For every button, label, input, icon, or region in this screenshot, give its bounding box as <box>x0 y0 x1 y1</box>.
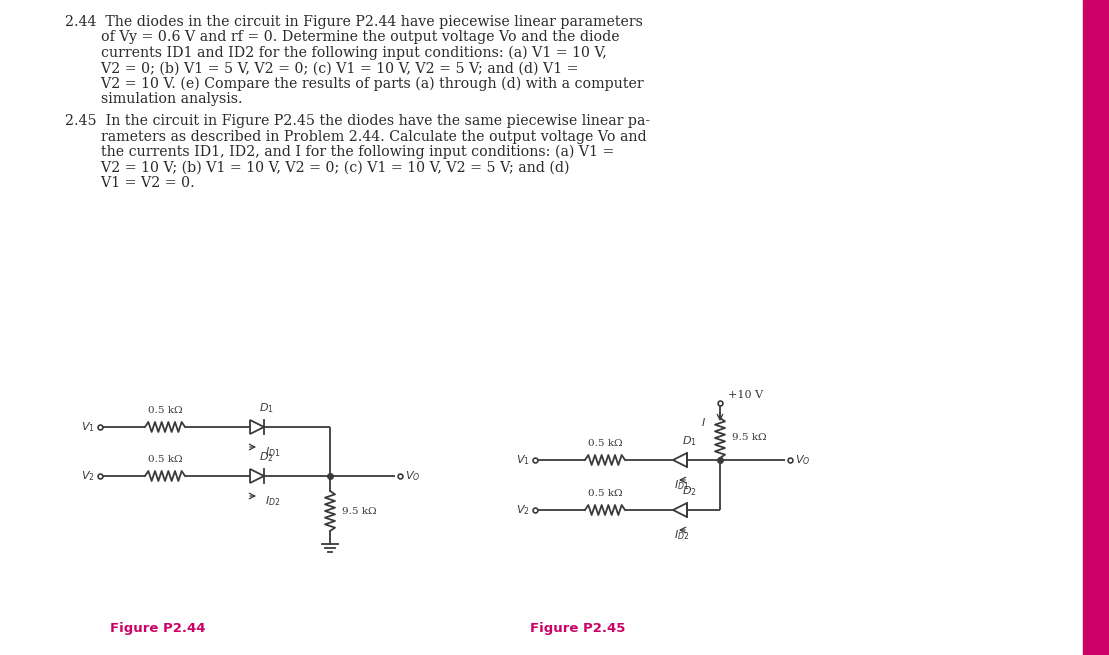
Text: 2.45  In the circuit in Figure P2.45 the diodes have the same piecewise linear p: 2.45 In the circuit in Figure P2.45 the … <box>65 114 650 128</box>
Text: V2 = 10 V; (b) V1 = 10 V, V2 = 0; (c) V1 = 10 V, V2 = 5 V; and (d): V2 = 10 V; (b) V1 = 10 V, V2 = 0; (c) V1… <box>65 160 570 174</box>
Text: $V_1$: $V_1$ <box>516 453 530 467</box>
Text: V2 = 0; (b) V1 = 5 V, V2 = 0; (c) V1 = 10 V, V2 = 5 V; and (d) V1 =: V2 = 0; (b) V1 = 5 V, V2 = 0; (c) V1 = 1… <box>65 62 579 75</box>
Text: $I_{D1}$: $I_{D1}$ <box>265 445 281 458</box>
Text: $I_{D2}$: $I_{D2}$ <box>265 494 281 508</box>
Text: 2.44  The diodes in the circuit in Figure P2.44 have piecewise linear parameters: 2.44 The diodes in the circuit in Figure… <box>65 15 643 29</box>
Text: $I_{D2}$: $I_{D2}$ <box>674 528 690 542</box>
Text: $I_{D1}$: $I_{D1}$ <box>674 478 690 492</box>
Text: 0.5 kΩ: 0.5 kΩ <box>588 439 622 448</box>
Text: 9.5 kΩ: 9.5 kΩ <box>342 506 377 515</box>
Text: 0.5 kΩ: 0.5 kΩ <box>147 455 182 464</box>
Text: 9.5 kΩ: 9.5 kΩ <box>732 434 766 443</box>
Text: Figure P2.45: Figure P2.45 <box>530 622 625 635</box>
Text: V1 = V2 = 0.: V1 = V2 = 0. <box>65 176 195 190</box>
Text: V2 = 10 V. (e) Compare the results of parts (a) through (d) with a computer: V2 = 10 V. (e) Compare the results of pa… <box>65 77 643 92</box>
Text: the currents ID1, ID2, and I for the following input conditions: (a) V1 =: the currents ID1, ID2, and I for the fol… <box>65 145 614 159</box>
Text: 0.5 kΩ: 0.5 kΩ <box>147 406 182 415</box>
Bar <box>1083 0 1109 655</box>
Text: Figure P2.44: Figure P2.44 <box>110 622 205 635</box>
Text: $I$: $I$ <box>701 416 706 428</box>
Text: $V_2$: $V_2$ <box>517 503 530 517</box>
Text: $V_2$: $V_2$ <box>81 469 95 483</box>
Text: $V_1$: $V_1$ <box>81 420 95 434</box>
Text: rameters as described in Problem 2.44. Calculate the output voltage Vo and: rameters as described in Problem 2.44. C… <box>65 130 647 143</box>
Text: $V_O$: $V_O$ <box>405 469 420 483</box>
Text: currents ID1 and ID2 for the following input conditions: (a) V1 = 10 V,: currents ID1 and ID2 for the following i… <box>65 46 607 60</box>
Text: 0.5 kΩ: 0.5 kΩ <box>588 489 622 498</box>
Text: of Vy = 0.6 V and rf = 0. Determine the output voltage Vo and the diode: of Vy = 0.6 V and rf = 0. Determine the … <box>65 31 620 45</box>
Text: $V_O$: $V_O$ <box>795 453 811 467</box>
Text: $D_1$: $D_1$ <box>260 402 274 415</box>
Text: $D_2$: $D_2$ <box>682 484 696 498</box>
Text: $D_1$: $D_1$ <box>682 434 696 448</box>
Text: +10 V: +10 V <box>728 390 763 400</box>
Text: simulation analysis.: simulation analysis. <box>65 92 243 107</box>
Text: $D_2$: $D_2$ <box>260 450 274 464</box>
